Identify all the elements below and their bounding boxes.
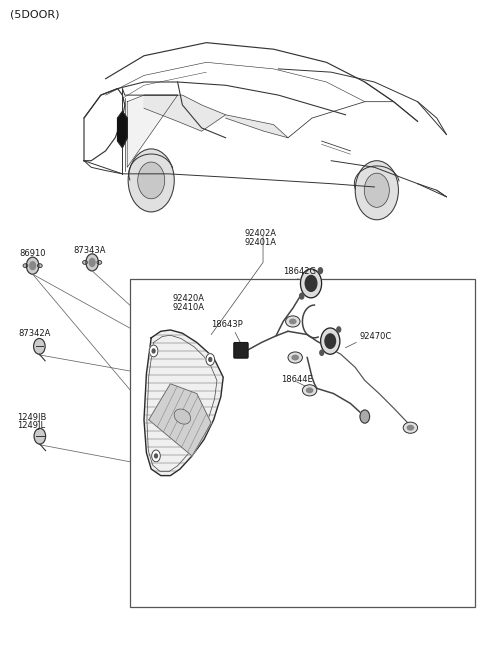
Polygon shape: [149, 384, 211, 456]
Text: (5DOOR): (5DOOR): [10, 10, 59, 20]
Circle shape: [355, 161, 398, 220]
Bar: [130, 279, 475, 607]
Circle shape: [209, 358, 212, 361]
Ellipse shape: [403, 422, 418, 434]
Text: 92420A: 92420A: [173, 294, 205, 303]
Ellipse shape: [97, 260, 102, 264]
Circle shape: [138, 162, 165, 199]
Polygon shape: [144, 330, 223, 476]
Circle shape: [152, 450, 160, 462]
Text: 86910: 86910: [19, 249, 46, 258]
Ellipse shape: [37, 264, 42, 268]
Text: 1249JB: 1249JB: [17, 413, 46, 422]
Ellipse shape: [302, 384, 317, 396]
Text: 92402A: 92402A: [245, 229, 277, 238]
Text: 1249JL: 1249JL: [17, 420, 45, 430]
Polygon shape: [118, 112, 127, 148]
Circle shape: [26, 257, 39, 274]
Circle shape: [149, 345, 158, 357]
Circle shape: [89, 258, 95, 266]
Circle shape: [30, 262, 36, 270]
Text: 92401A: 92401A: [245, 237, 277, 247]
Circle shape: [364, 173, 389, 207]
Polygon shape: [144, 95, 226, 131]
Circle shape: [86, 254, 98, 271]
Polygon shape: [127, 95, 178, 167]
Ellipse shape: [407, 425, 414, 431]
Polygon shape: [226, 115, 288, 138]
Ellipse shape: [83, 260, 87, 264]
Circle shape: [300, 269, 322, 298]
Text: 87343A: 87343A: [73, 245, 106, 255]
Ellipse shape: [291, 354, 299, 360]
Ellipse shape: [174, 409, 191, 424]
Circle shape: [321, 328, 340, 354]
Ellipse shape: [23, 264, 28, 268]
Circle shape: [152, 349, 155, 353]
Circle shape: [337, 327, 341, 332]
Ellipse shape: [286, 316, 300, 327]
Text: 92470C: 92470C: [359, 332, 391, 341]
Circle shape: [206, 354, 215, 365]
Ellipse shape: [306, 387, 313, 393]
Text: 18644E: 18644E: [281, 375, 312, 384]
Text: 92410A: 92410A: [173, 302, 205, 312]
Ellipse shape: [288, 352, 302, 363]
Circle shape: [320, 350, 324, 356]
Circle shape: [155, 454, 157, 458]
Text: 87342A: 87342A: [18, 329, 50, 338]
Circle shape: [318, 268, 323, 274]
Ellipse shape: [289, 318, 297, 324]
Circle shape: [325, 334, 336, 348]
Circle shape: [34, 428, 46, 444]
Circle shape: [305, 276, 317, 291]
Circle shape: [34, 338, 45, 354]
Circle shape: [300, 293, 304, 299]
Text: 18642G: 18642G: [283, 266, 316, 276]
FancyBboxPatch shape: [234, 342, 248, 358]
Text: 18643P: 18643P: [211, 320, 243, 329]
Circle shape: [360, 410, 370, 423]
Circle shape: [128, 149, 174, 212]
